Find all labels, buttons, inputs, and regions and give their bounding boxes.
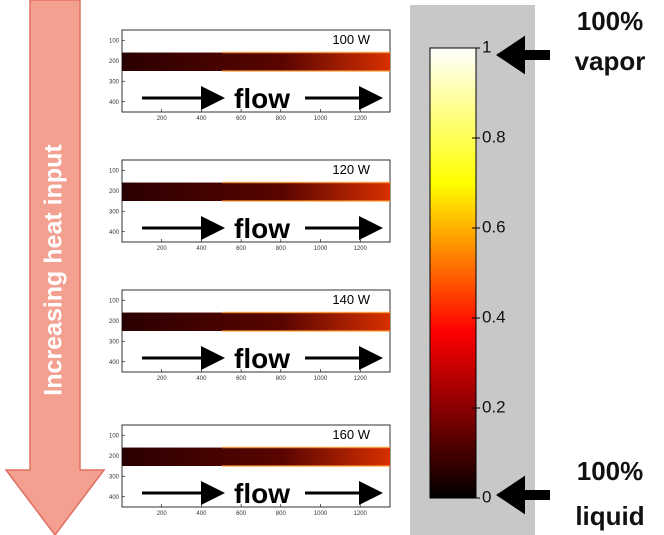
- y-tick-label: 200: [109, 189, 120, 195]
- colorbar-tick-label: 0: [482, 487, 491, 506]
- y-tick-label: 300: [109, 209, 120, 215]
- y-tick-label: 100: [109, 168, 120, 174]
- colorbar-tick-label: 0.6: [482, 217, 506, 236]
- x-tick-label: 1000: [314, 511, 328, 517]
- flow-label: flow: [234, 478, 290, 509]
- x-tick-label: 400: [196, 511, 207, 517]
- x-tick-label: 400: [196, 246, 207, 252]
- y-tick-label: 400: [109, 495, 120, 501]
- x-tick-label: 1200: [354, 246, 368, 252]
- panel-label: 160 W: [332, 427, 370, 442]
- liquid-pct: 100%: [577, 456, 644, 486]
- x-tick-label: 200: [157, 116, 168, 122]
- heatmap: [122, 448, 390, 466]
- x-tick-label: 400: [196, 376, 207, 382]
- x-tick-label: 200: [157, 246, 168, 252]
- colorbar-tick-label: 0.2: [482, 397, 506, 416]
- heatmap: [122, 313, 390, 331]
- colorbar-tick-label: 0.4: [482, 307, 506, 326]
- y-tick-label: 100: [109, 298, 120, 304]
- flow-label: flow: [234, 213, 290, 244]
- panel-label: 100 W: [332, 32, 370, 47]
- flow-label: flow: [234, 343, 290, 374]
- x-tick-label: 1000: [314, 246, 328, 252]
- x-tick-label: 1200: [354, 376, 368, 382]
- x-tick-label: 1000: [314, 376, 328, 382]
- y-tick-label: 200: [109, 59, 120, 65]
- x-tick-label: 1000: [314, 116, 328, 122]
- x-tick-label: 800: [276, 376, 287, 382]
- x-tick-label: 400: [196, 116, 207, 122]
- y-tick-label: 200: [109, 319, 120, 325]
- heatmap: [122, 183, 390, 201]
- y-tick-label: 100: [109, 38, 120, 44]
- vapor-label: vapor: [575, 46, 646, 76]
- x-tick-label: 600: [236, 511, 247, 517]
- y-tick-label: 300: [109, 474, 120, 480]
- y-tick-label: 200: [109, 454, 120, 460]
- x-tick-label: 800: [276, 116, 287, 122]
- panel-label: 140 W: [332, 292, 370, 307]
- liquid-label: liquid: [575, 501, 644, 531]
- x-tick-label: 600: [236, 376, 247, 382]
- colorbar-tick-label: 0.8: [482, 127, 506, 146]
- x-tick-label: 1200: [354, 511, 368, 517]
- arrow-label: Increasing heat input: [40, 144, 68, 396]
- x-tick-label: 600: [236, 246, 247, 252]
- x-tick-label: 1200: [354, 116, 368, 122]
- heatmap: [122, 53, 390, 71]
- panel-label: 120 W: [332, 162, 370, 177]
- y-tick-label: 300: [109, 339, 120, 345]
- x-tick-label: 600: [236, 116, 247, 122]
- y-tick-label: 100: [109, 433, 120, 439]
- x-tick-label: 800: [276, 246, 287, 252]
- figure: Increasing heat input 100 200 300 400 200 400…: [0, 0, 664, 535]
- x-tick-label: 200: [157, 511, 168, 517]
- colorbar: [430, 48, 476, 498]
- y-tick-label: 300: [109, 79, 120, 85]
- y-tick-label: 400: [109, 360, 120, 366]
- vapor-pct: 100%: [577, 6, 644, 36]
- colorbar-tick-label: 1: [482, 37, 491, 56]
- x-tick-label: 800: [276, 511, 287, 517]
- x-tick-label: 200: [157, 376, 168, 382]
- flow-label: flow: [234, 83, 290, 114]
- y-tick-label: 400: [109, 230, 120, 236]
- y-tick-label: 400: [109, 100, 120, 106]
